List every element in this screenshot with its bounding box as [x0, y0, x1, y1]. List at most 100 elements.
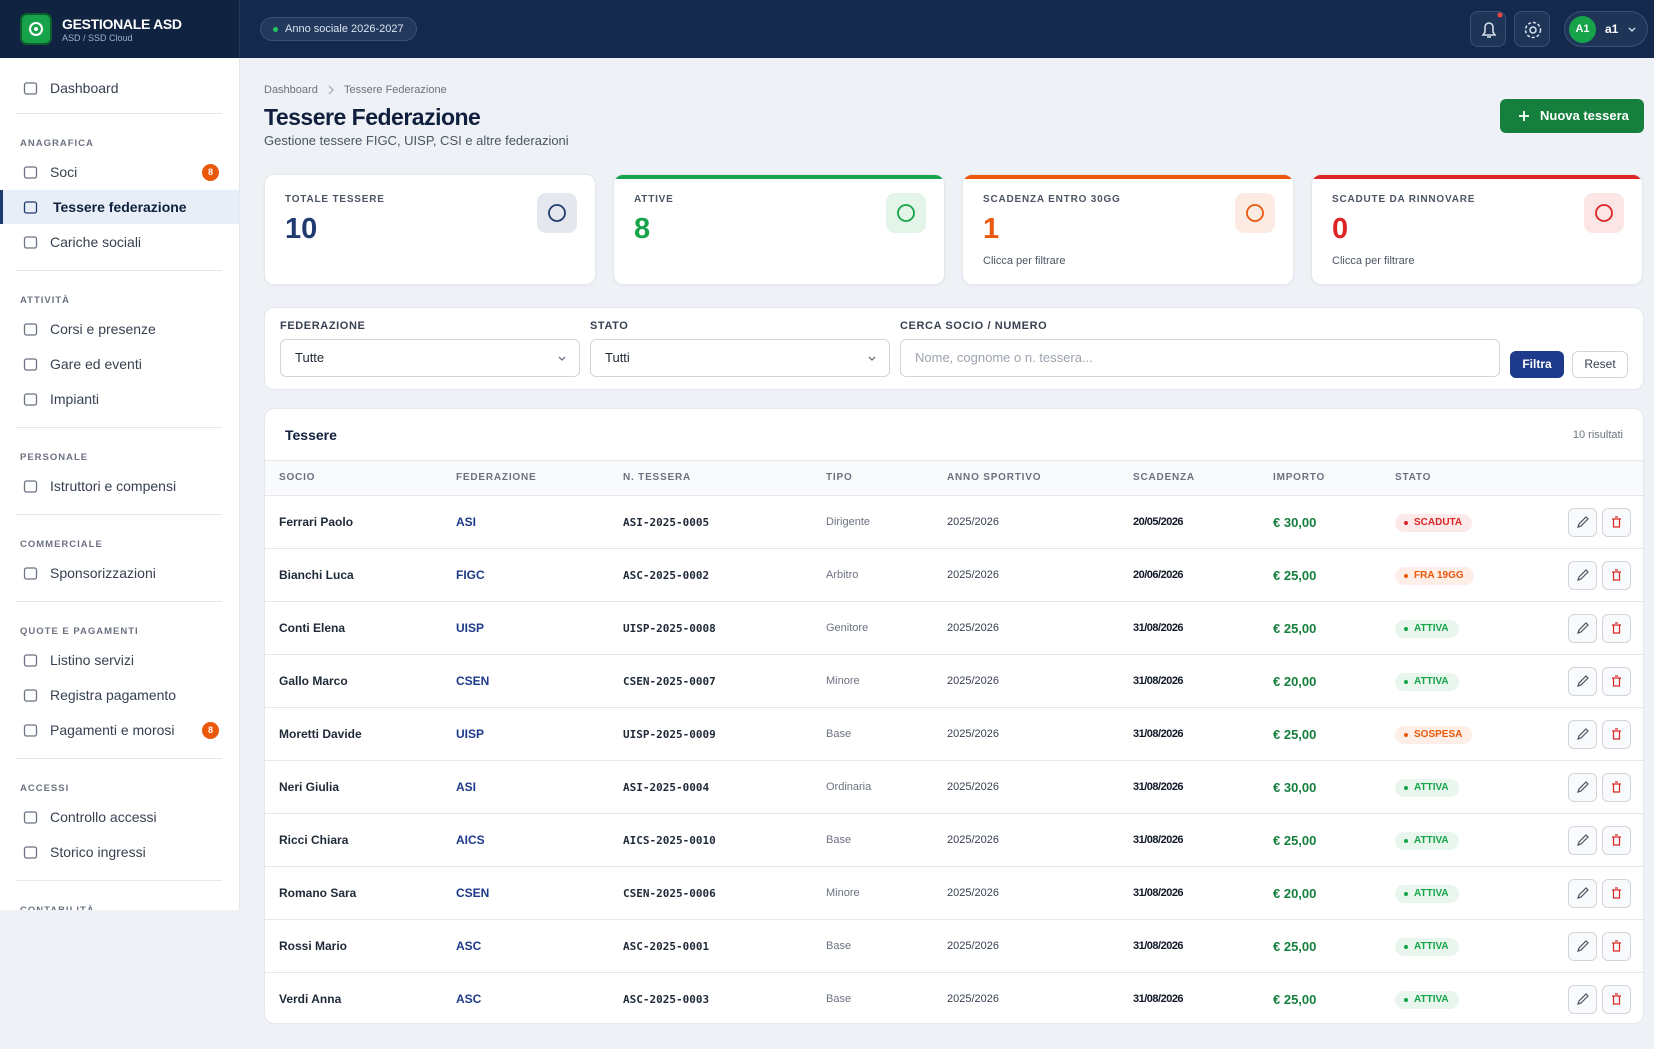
new-button[interactable]: Nuova tessera [1500, 99, 1644, 133]
nav-label: Corsi e presenze [50, 321, 156, 337]
delete-button[interactable] [1602, 985, 1631, 1014]
edit-button[interactable] [1568, 667, 1597, 696]
edit-button[interactable] [1568, 720, 1597, 749]
nav-item[interactable]: Listino servizi [0, 643, 239, 677]
table-title: Tessere [285, 427, 337, 443]
status-badge: ATTIVA [1395, 991, 1459, 1009]
stat-card[interactable]: SCADENZA ENTRO 30GG 1 Clicca per filtrare [962, 174, 1294, 285]
delete-button[interactable] [1602, 826, 1631, 855]
nav-item[interactable]: Registra pagamento [0, 678, 239, 712]
cell: Base [826, 834, 852, 846]
delete-button[interactable] [1602, 508, 1631, 537]
edit-button[interactable] [1568, 773, 1597, 802]
edit-button[interactable] [1568, 932, 1597, 961]
cell: 31/08/2026 [1133, 781, 1184, 793]
breadcrumb-sep [328, 85, 334, 95]
status-badge: SCADUTA [1395, 514, 1473, 532]
notifications[interactable] [1470, 11, 1506, 47]
stat-card[interactable]: SCADUTE DA RINNOVARE 0 Clicca per filtrare [1311, 174, 1643, 285]
select-value: Tutti [605, 350, 630, 365]
nav-label: Gare ed eventi [50, 356, 142, 372]
edit-button[interactable] [1568, 561, 1597, 590]
table-row: Romano Sara CSEN CSEN-2025-0006 Minore 2025/… [265, 866, 1643, 919]
cell: 2025/2026 [947, 940, 999, 952]
filter-label: STATO [590, 320, 629, 332]
cell: € 25,00 [1273, 621, 1317, 636]
icon [23, 654, 38, 667]
reset-button[interactable]: Reset [1572, 351, 1628, 378]
cell: Arbitro [826, 569, 859, 581]
nav-item[interactable]: Dashboard [0, 71, 239, 105]
delete-button[interactable] [1602, 561, 1631, 590]
icon [23, 201, 38, 214]
select[interactable]: Tutte [280, 339, 580, 377]
stat-icon [537, 193, 577, 233]
divider [16, 427, 222, 428]
cell: ASI-2025-0004 [623, 781, 710, 794]
table-header: SOCIO FEDERAZIONE N. TESSERA TIPO ANNO SPORT… [265, 460, 1643, 494]
status-badge: ATTIVA [1395, 885, 1459, 903]
nav-item[interactable]: Impianti [0, 382, 239, 416]
edit-button[interactable] [1568, 985, 1597, 1014]
app-subtitle: ASD / SSD Cloud [62, 33, 133, 43]
column-header: SOCIO [279, 472, 316, 483]
icon [23, 358, 38, 371]
season-chip[interactable]: Anno sociale 2026-2027 [260, 17, 417, 41]
nav-item[interactable]: Soci 8 [0, 155, 239, 189]
cell: Dirigente [826, 516, 871, 528]
edit-button[interactable] [1568, 614, 1597, 643]
table-row: Neri Giulia ASI ASI-2025-0004 Ordinaria 2025… [265, 760, 1643, 813]
delete-button[interactable] [1602, 879, 1631, 908]
cell: 31/08/2026 [1133, 887, 1184, 899]
edit-button[interactable] [1568, 879, 1597, 908]
edit-button[interactable] [1568, 826, 1597, 855]
cell: € 30,00 [1273, 515, 1317, 530]
cell: Base [826, 728, 852, 740]
user-menu[interactable]: A1 a1 [1564, 11, 1648, 47]
cell: € 30,00 [1273, 780, 1317, 795]
cell: ASC [456, 939, 482, 953]
divider [16, 514, 222, 515]
cell: € 25,00 [1273, 833, 1317, 848]
search-input[interactable]: Nome, cognome o n. tessera... [900, 339, 1500, 377]
nav-item[interactable]: Storico ingressi [0, 835, 239, 869]
breadcrumb-item[interactable]: Dashboard [264, 84, 318, 96]
nav-item[interactable]: Cariche sociali [0, 225, 239, 259]
filter-button[interactable]: Filtra [1510, 351, 1564, 378]
delete-button[interactable] [1602, 667, 1631, 696]
icon [23, 724, 38, 737]
cell: 20/06/2026 [1133, 569, 1184, 581]
stat-value: 0 [1332, 213, 1349, 245]
settings[interactable] [1514, 11, 1550, 47]
delete-button[interactable] [1602, 932, 1631, 961]
cell: 2025/2026 [947, 781, 999, 793]
nav-item[interactable]: Pagamenti e morosi 8 [0, 713, 239, 747]
delete-button[interactable] [1602, 614, 1631, 643]
cell: ASC-2025-0003 [623, 993, 710, 1006]
stat-value: 8 [634, 213, 651, 245]
nav-item[interactable]: Controllo accessi [0, 800, 239, 834]
section-title: COMMERCIALE [20, 539, 103, 550]
page-title: Tessere Federazione [264, 104, 481, 130]
delete-button[interactable] [1602, 773, 1631, 802]
cell: 31/08/2026 [1133, 993, 1184, 1005]
nav-item[interactable]: Corsi e presenze [0, 312, 239, 346]
nav-item[interactable]: Gare ed eventi [0, 347, 239, 381]
select[interactable]: Tutti [590, 339, 890, 377]
edit-button[interactable] [1568, 508, 1597, 537]
stat-value: 10 [285, 213, 318, 245]
cell: ASI [456, 780, 477, 794]
delete-button[interactable] [1602, 720, 1631, 749]
cell: 2025/2026 [947, 622, 999, 634]
cell: 2025/2026 [947, 728, 999, 740]
nav-item[interactable]: Sponsorizzazioni [0, 556, 239, 590]
cell: AICS [456, 833, 485, 847]
cell: ASC [456, 992, 482, 1006]
nav-item[interactable]: Tessere federazione [0, 190, 239, 224]
cell: UISP [456, 621, 485, 635]
icon [23, 480, 38, 493]
cell: Rossi Mario [279, 939, 348, 953]
nav-item[interactable]: Istruttori e compensi [0, 469, 239, 503]
divider [16, 601, 222, 602]
nav-label: Impianti [50, 391, 100, 407]
